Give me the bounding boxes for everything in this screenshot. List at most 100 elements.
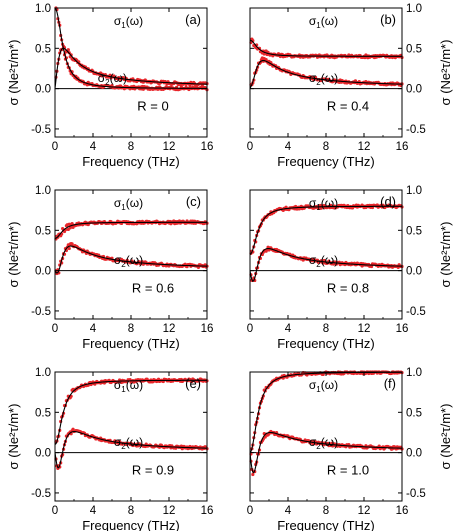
x-axis-label: Frequency (THz) xyxy=(277,336,375,351)
x-tick-label: 4 xyxy=(90,141,97,153)
panel-label: (b) xyxy=(380,12,396,27)
x-tick-label: 12 xyxy=(358,323,371,335)
panel-label: (d) xyxy=(380,194,396,209)
panel-f: -0.5 0.0 0.5 1.0 0 4 8 12 16 Frequency (THz) (f) R … xyxy=(247,367,453,531)
x-tick-label: 12 xyxy=(163,141,176,153)
x-tick-label: 12 xyxy=(358,141,371,153)
x-tick-label: 4 xyxy=(285,505,292,517)
sigma1-curve-label: σ1(ω) xyxy=(309,196,338,212)
x-tick-label: 8 xyxy=(323,141,329,153)
x-tick-label: 16 xyxy=(396,323,409,335)
panel-e: -0.5 0.0 0.5 1.0 0 4 8 12 16 Frequency (THz) (e) R … xyxy=(6,367,213,531)
sigma2-curve-label: σ2(ω) xyxy=(309,71,338,87)
y-tick-label: 0.0 xyxy=(35,84,51,96)
y-axis-label: σ (Ne²τ/m*) xyxy=(438,40,453,106)
x-tick-label: 8 xyxy=(128,505,134,517)
y-tick-label: 0.5 xyxy=(35,43,51,55)
panel-label: (c) xyxy=(186,194,201,209)
panel-c: -0.5 0.0 0.5 1.0 0 4 8 12 16 Frequency (THz) (c) R … xyxy=(6,185,213,351)
y-tick-label: 0.5 xyxy=(35,225,51,237)
panel-a: -0.5 0.0 0.5 1.0 0 4 8 12 16 Frequency (THz) (a) R … xyxy=(6,3,213,169)
panel-d: -0.5 0.0 0.5 1.0 0 4 8 12 16 Frequency (THz) (d) R … xyxy=(247,185,453,351)
y-tick-label: 0.5 xyxy=(406,407,422,419)
x-tick-label: 16 xyxy=(396,505,409,517)
y-tick-label: -0.5 xyxy=(406,306,426,318)
y-tick-label: 0.0 xyxy=(35,266,51,278)
sigma2-fit-line xyxy=(249,59,402,89)
y-tick-label: -0.5 xyxy=(406,488,426,500)
sigma2-fit-line xyxy=(54,47,207,89)
y-tick-label: 1.0 xyxy=(35,3,51,15)
sigma1-curve-label: σ1(ω) xyxy=(114,378,143,394)
x-tick-label: 0 xyxy=(52,141,58,153)
sigma1-data-point xyxy=(262,52,266,56)
y-tick-label: 0.0 xyxy=(35,448,51,460)
r-value-label: R = 0.6 xyxy=(132,280,174,295)
y-tick-label: 1.0 xyxy=(406,185,422,197)
x-tick-label: 0 xyxy=(247,505,253,517)
sigma1-fit-line xyxy=(54,379,207,446)
y-tick-label: -0.5 xyxy=(31,124,51,136)
x-axis-label: Frequency (THz) xyxy=(277,518,375,531)
y-axis-label: σ (Ne²τ/m*) xyxy=(6,40,21,106)
x-tick-label: 8 xyxy=(128,323,134,335)
x-tick-label: 0 xyxy=(247,141,253,153)
x-tick-label: 4 xyxy=(285,323,292,335)
x-tick-label: 4 xyxy=(285,141,292,153)
x-tick-label: 16 xyxy=(201,141,214,153)
y-tick-label: -0.5 xyxy=(31,488,51,500)
panel-label: (a) xyxy=(185,12,201,27)
x-tick-label: 8 xyxy=(323,323,329,335)
x-tick-label: 4 xyxy=(90,505,97,517)
x-tick-label: 4 xyxy=(90,323,97,335)
x-tick-label: 12 xyxy=(163,505,176,517)
r-value-label: R = 1.0 xyxy=(327,462,369,477)
sigma2-fit-line xyxy=(249,248,402,283)
x-tick-label: 16 xyxy=(201,323,214,335)
y-tick-label: 1.0 xyxy=(406,3,422,15)
y-tick-label: 0.0 xyxy=(406,448,422,460)
y-tick-label: -0.5 xyxy=(31,306,51,318)
y-tick-label: 0.5 xyxy=(406,225,422,237)
r-value-label: R = 0 xyxy=(137,98,168,113)
sigma1-curve-label: σ1(ω) xyxy=(309,378,338,394)
x-tick-label: 16 xyxy=(201,505,214,517)
y-tick-label: 1.0 xyxy=(35,185,51,197)
x-axis-label: Frequency (THz) xyxy=(82,154,180,169)
sigma1-fit-line xyxy=(249,39,402,57)
x-axis-label: Frequency (THz) xyxy=(82,336,180,351)
y-tick-label: 0.5 xyxy=(406,43,422,55)
y-tick-label: 0.0 xyxy=(406,84,422,96)
x-tick-label: 0 xyxy=(247,323,253,335)
x-tick-label: 16 xyxy=(396,141,409,153)
x-tick-label: 8 xyxy=(128,141,134,153)
sigma1-curve-label: σ1(ω) xyxy=(114,196,143,212)
panel-label: (e) xyxy=(185,376,201,391)
sigma2-fit-line xyxy=(249,431,402,474)
sigma2-data-point xyxy=(251,472,255,477)
sigma1-fit-line xyxy=(54,7,207,89)
x-tick-label: 0 xyxy=(52,323,58,335)
r-value-label: R = 0.8 xyxy=(327,280,369,295)
y-axis-label: σ (Ne²τ/m*) xyxy=(6,404,21,470)
sigma1-data-point xyxy=(68,226,72,230)
sigma2-fit-line xyxy=(54,431,207,469)
x-axis-label: Frequency (THz) xyxy=(277,154,375,169)
y-axis-label: σ (Ne²τ/m*) xyxy=(6,222,21,288)
y-axis-label: σ (Ne²τ/m*) xyxy=(438,404,453,470)
y-tick-label: 0.5 xyxy=(35,407,51,419)
y-axis-label: σ (Ne²τ/m*) xyxy=(438,222,453,288)
panel-label: (f) xyxy=(384,376,396,391)
sigma2-data-point xyxy=(67,246,71,251)
sigma2-fit-line xyxy=(54,245,207,274)
panel-b: -0.5 0.0 0.5 1.0 0 4 8 12 16 Frequency (THz) (b) R … xyxy=(247,3,453,169)
r-value-label: R = 0.9 xyxy=(132,462,174,477)
sigma1-curve-label: σ1(ω) xyxy=(114,14,143,30)
sigma2-curve-label: σ2(ω) xyxy=(98,71,127,87)
sigma2-curve-label: σ2(ω) xyxy=(309,435,338,451)
x-tick-label: 0 xyxy=(52,505,58,517)
x-tick-label: 12 xyxy=(358,505,371,517)
sigma2-data-point xyxy=(196,265,201,269)
sigma1-fit-line xyxy=(249,205,402,255)
